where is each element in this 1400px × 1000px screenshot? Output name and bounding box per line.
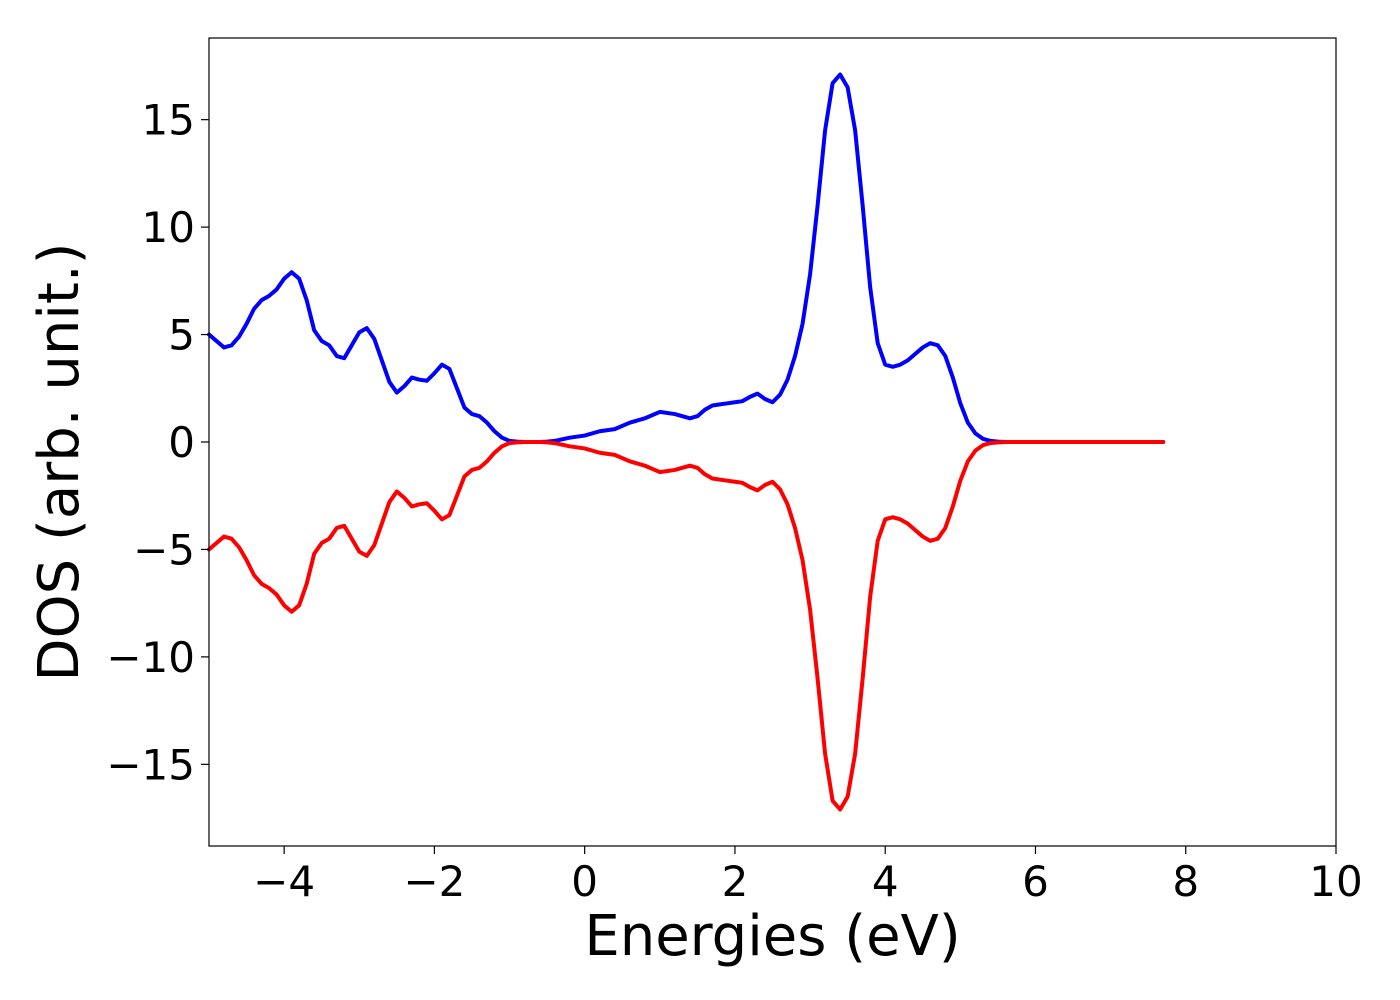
x-tick-label: 10 [1309,857,1362,906]
x-tick-label: 0 [571,857,598,906]
y-tick-label: 10 [142,203,195,252]
x-axis: −4 −2 0 2 4 6 8 10 [253,846,1363,906]
y-tick-label: −15 [106,740,195,789]
y-tick-label: 15 [142,96,195,145]
x-axis-title: Energies (eV) [584,904,960,969]
x-tick-label: −2 [403,857,465,906]
series-layer [207,72,1166,812]
x-tick-label: 6 [1022,857,1049,906]
series-line-1 [207,72,1166,444]
y-axis-title: DOS (arb. unit.) [27,242,92,681]
y-tick-label: 5 [168,311,195,360]
x-tick-label: −4 [253,857,315,906]
x-tick-label: 2 [722,857,749,906]
y-tick-label: 0 [168,418,195,467]
y-axis: −15 −10 −5 0 5 10 15 [106,96,209,789]
x-tick-label: 4 [872,857,899,906]
series-line-2 [207,440,1166,812]
y-tick-label: −10 [106,633,195,682]
x-tick-label: 8 [1172,857,1199,906]
y-tick-label: −5 [133,525,195,574]
